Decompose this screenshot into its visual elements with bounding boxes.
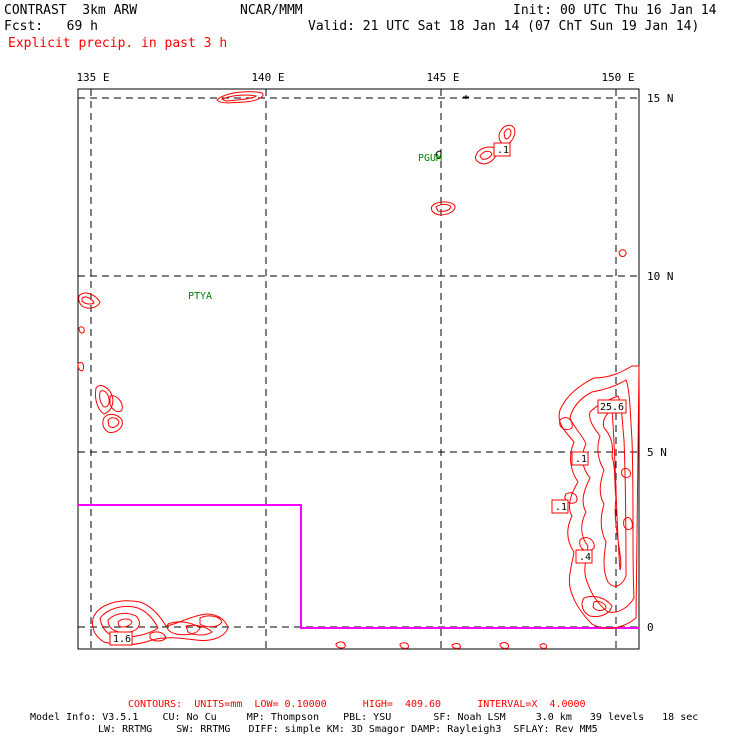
- contour-cell-north: [216, 91, 264, 104]
- lat-label-5: 5 N: [647, 446, 667, 459]
- inner-domain-box: [78, 504, 639, 629]
- contour-labels: .1 25.6 .1 .1 .4 1.6: [109, 142, 627, 646]
- contour-label-ne: .1: [497, 145, 509, 156]
- contour-cell-ne-2: [498, 124, 516, 145]
- contour-label-east-2: .1: [555, 502, 567, 513]
- contour-label-east-1: .1: [575, 454, 587, 465]
- lon-label-145: 145 E: [426, 71, 459, 84]
- forecast-hour: Fcst: 69 h: [4, 19, 98, 34]
- contour-label-east-3: .4: [579, 552, 591, 563]
- model-info-line-1: Model Info: V3.5.1 CU: No Cu MP: Thompso…: [30, 712, 699, 723]
- contour-cell-west-1: [78, 292, 101, 309]
- contour-cell-east-small: [618, 249, 627, 257]
- station-pgum: PGUM: [418, 153, 442, 164]
- contour-label-max: 25.6: [600, 402, 624, 413]
- lat-label-0: 0: [647, 621, 654, 634]
- contour-cell-west-3: [77, 361, 84, 372]
- model-title: CONTRAST 3km ARW: [4, 3, 138, 18]
- station-ptya: PTYA: [188, 291, 212, 302]
- contour-cell-west-2: [78, 326, 85, 334]
- contour-cell-guam-south: [430, 201, 456, 216]
- lat-lon-grid: [78, 89, 639, 649]
- init-time: Init: 00 UTC Thu 16 Jan 14: [513, 3, 717, 18]
- lon-label-135: 135 E: [76, 71, 109, 84]
- valid-time: Valid: 21 UTC Sat 18 Jan 14 (07 ChT Sun …: [308, 19, 700, 34]
- lat-label-10: 10 N: [647, 270, 674, 283]
- contour-info: CONTOURS: UNITS=mm LOW= 0.10000 HIGH= 40…: [128, 699, 586, 710]
- map-frame: [77, 88, 640, 650]
- marker-ne: [463, 95, 469, 99]
- lon-label-150: 150 E: [601, 71, 634, 84]
- contour-cell-sw-2: [102, 413, 123, 433]
- contour-bits-south: [335, 641, 547, 649]
- field-title: Explicit precip. in past 3 h: [8, 36, 228, 51]
- org-label: NCAR/MMM: [240, 3, 303, 18]
- lat-label-15: 15 N: [647, 92, 674, 105]
- contour-cell-ne-1: [475, 146, 497, 165]
- model-info-line-2: LW: RRTMG SW: RRTMG DIFF: simple KM: 3D …: [98, 724, 598, 735]
- guam-coastline: [435, 150, 442, 160]
- lon-label-140: 140 E: [251, 71, 284, 84]
- contour-label-sw: 1.6: [113, 634, 131, 645]
- precip-contours: [77, 91, 640, 649]
